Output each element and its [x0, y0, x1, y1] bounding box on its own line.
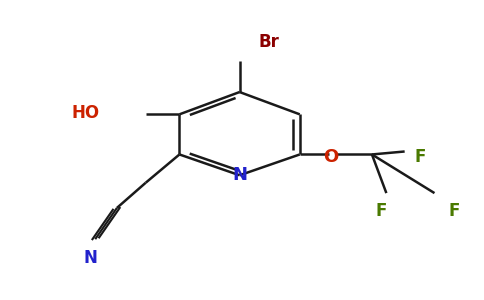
Text: O: O [323, 148, 339, 166]
Text: F: F [448, 202, 459, 220]
Text: F: F [414, 148, 426, 166]
Text: N: N [232, 166, 247, 184]
Text: HO: HO [72, 104, 100, 122]
Text: N: N [83, 250, 97, 268]
Text: Br: Br [258, 32, 279, 50]
Text: F: F [376, 202, 387, 220]
